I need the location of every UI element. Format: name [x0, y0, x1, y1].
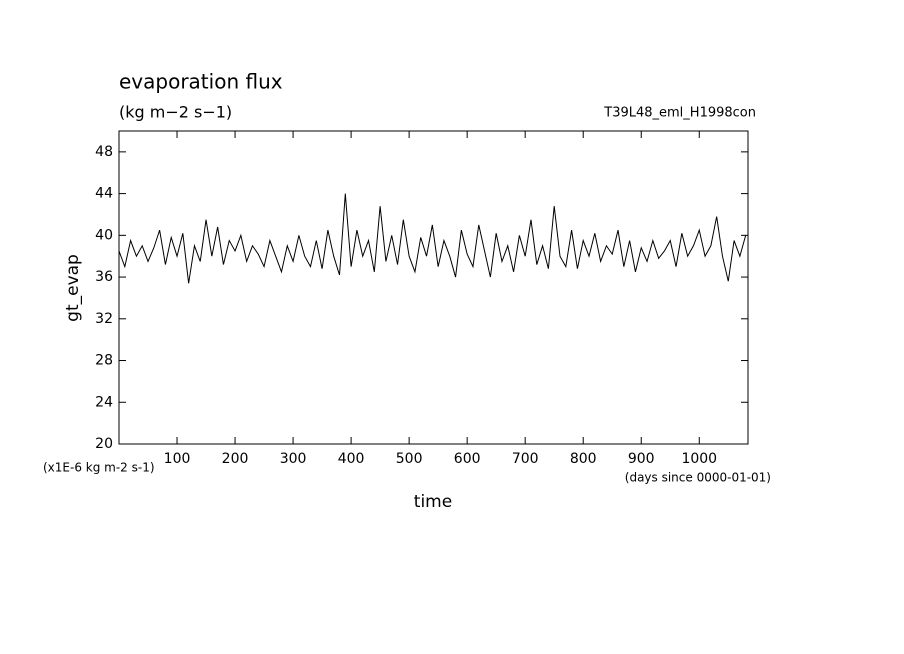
x-tick-label: 200: [222, 451, 249, 467]
x-tick-label: 400: [338, 451, 365, 467]
x-tick-label: 1000: [681, 451, 717, 467]
data-line: [118, 193, 747, 284]
y-units: (x1E-6 kg m-2 s-1): [43, 461, 155, 475]
annotation: T39L48_eml_H1998con: [603, 106, 756, 121]
chart-subtitle: (kg m−2 s−1): [119, 103, 232, 122]
x-tick-label: 800: [570, 451, 597, 467]
x-tick-label: 300: [280, 451, 307, 467]
y-axis-label: gt_evap: [63, 254, 83, 322]
y-tick-label: 36: [95, 269, 113, 285]
x-tick-label: 600: [454, 451, 481, 467]
y-tick-label: 48: [95, 144, 113, 160]
x-tick-label: 900: [628, 451, 655, 467]
y-tick-label: 28: [95, 353, 113, 369]
x-axis-label: time: [414, 492, 452, 512]
y-tick-label: 24: [95, 394, 113, 410]
x-tick-label: 500: [396, 451, 423, 467]
y-tick-label: 32: [95, 311, 113, 327]
chart-title: evaporation flux: [119, 70, 283, 94]
y-tick-label: 40: [95, 227, 113, 243]
x-units: (days since 0000-01-01): [625, 471, 771, 485]
x-tick-label: 700: [512, 451, 539, 467]
y-tick-label: 20: [95, 436, 113, 452]
y-tick-label: 44: [95, 186, 113, 202]
plot-frame: [118, 130, 749, 445]
x-tick-label: 100: [164, 451, 191, 467]
